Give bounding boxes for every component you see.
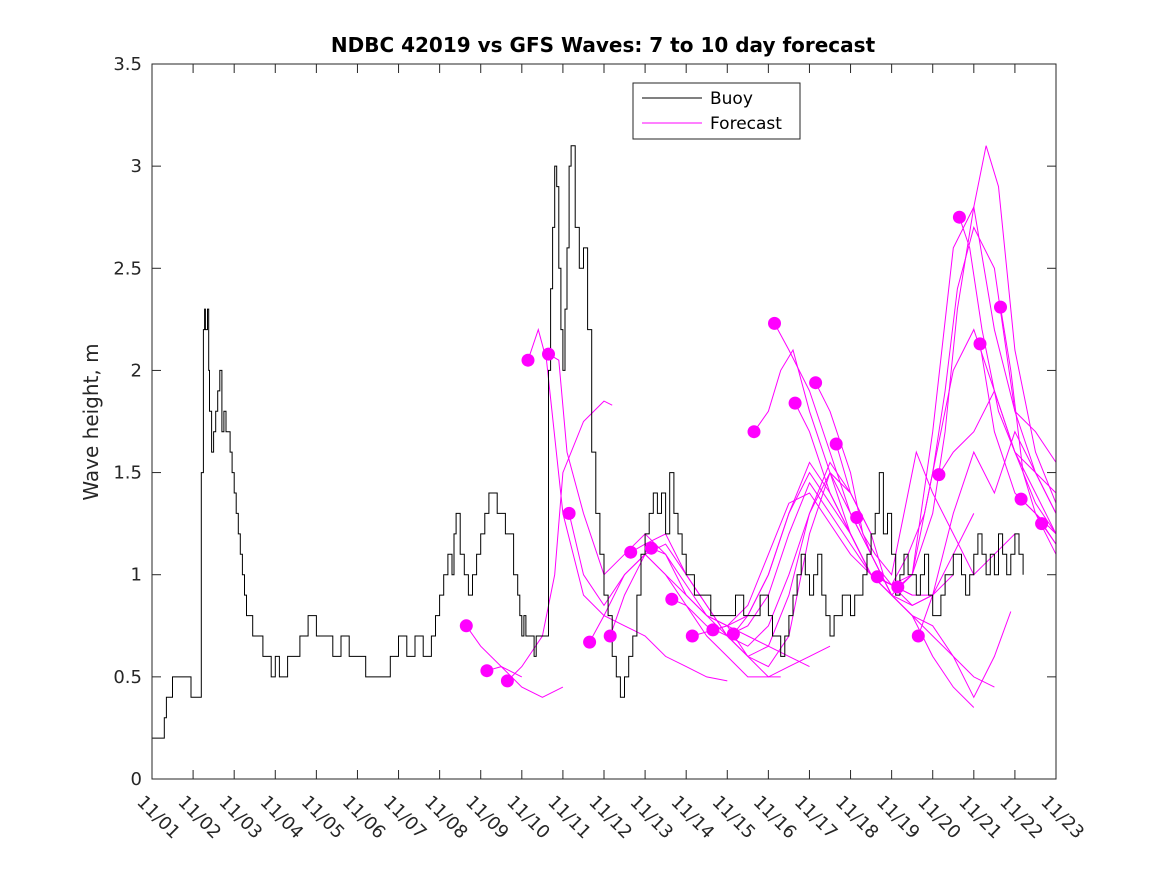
forecast-start-marker [726,627,740,641]
forecast-start-marker [624,545,638,559]
forecast-start-marker [685,629,699,643]
axes-background [152,64,1056,779]
forecast-line [958,217,1057,535]
forecast-line [877,328,1057,586]
y-tick-label: 0 [131,769,142,790]
buoy-line [152,145,1024,739]
forecast-line [917,430,1057,637]
forecast-start-marker [583,635,597,649]
y-tick-label: 3.5 [113,54,142,75]
forecast-start-marker [932,468,946,482]
forecast-start-marker [994,300,1007,314]
y-axis-label: Wave height, m [79,343,103,500]
forecast-line [712,492,954,631]
forecast-start-marker [1035,517,1049,531]
forecast-start-marker [480,664,494,678]
forecast-line [1020,498,1057,535]
legend-box [632,82,801,140]
chart-title: NDBC 42019 vs GFS Waves: 7 to 10 day for… [331,33,876,57]
y-tick-label: 1.5 [113,463,142,484]
forecast-markers [459,210,1049,688]
forecast-start-marker [829,437,843,451]
forecast-start-marker [747,425,761,439]
y-tick-label: 0.5 [113,667,142,688]
forecast-start-marker [665,592,679,606]
forecast-line [589,553,831,678]
forecast-start-marker [500,674,514,688]
forecast-start-marker [1014,492,1028,506]
legend-label-buoy: Buoy [710,89,753,109]
forecast-start-marker [788,396,802,410]
forecast-start-marker [850,511,864,524]
plot-area [151,63,1057,780]
forecast-line [465,625,523,678]
y-tick-label: 2 [131,360,142,381]
y-tick-label: 2.5 [113,258,142,279]
forecast-start-marker [809,376,823,390]
forecast-start-marker [644,541,658,555]
forecast-line [486,666,564,698]
forecast-start-marker [562,506,576,520]
forecast-start-marker [521,353,535,367]
forecast-line [897,145,1057,588]
forecast-start-marker [603,629,617,643]
forecast-start-marker [870,570,884,584]
forecast-start-marker [768,316,781,330]
forecast-start-marker [911,629,925,643]
forecast-start-marker [891,580,905,594]
forecast-start-marker [459,619,473,633]
legend-label-forecast: Forecast [710,114,782,134]
forecast-start-marker [973,337,987,351]
legend: Buoy Forecast [632,82,801,140]
y-axis: 0 0.5 1 1.5 2 2.5 3 3.5 [113,54,1056,790]
buoy-line-group [152,145,1024,739]
forecast-line [794,402,1012,699]
y-tick-label: 1 [131,565,142,586]
forecast-start-marker [706,623,720,637]
forecast-start-marker [542,347,555,361]
forecast-start-marker [952,210,966,224]
forecast-line [507,400,613,682]
y-tick-label: 3 [131,156,142,177]
